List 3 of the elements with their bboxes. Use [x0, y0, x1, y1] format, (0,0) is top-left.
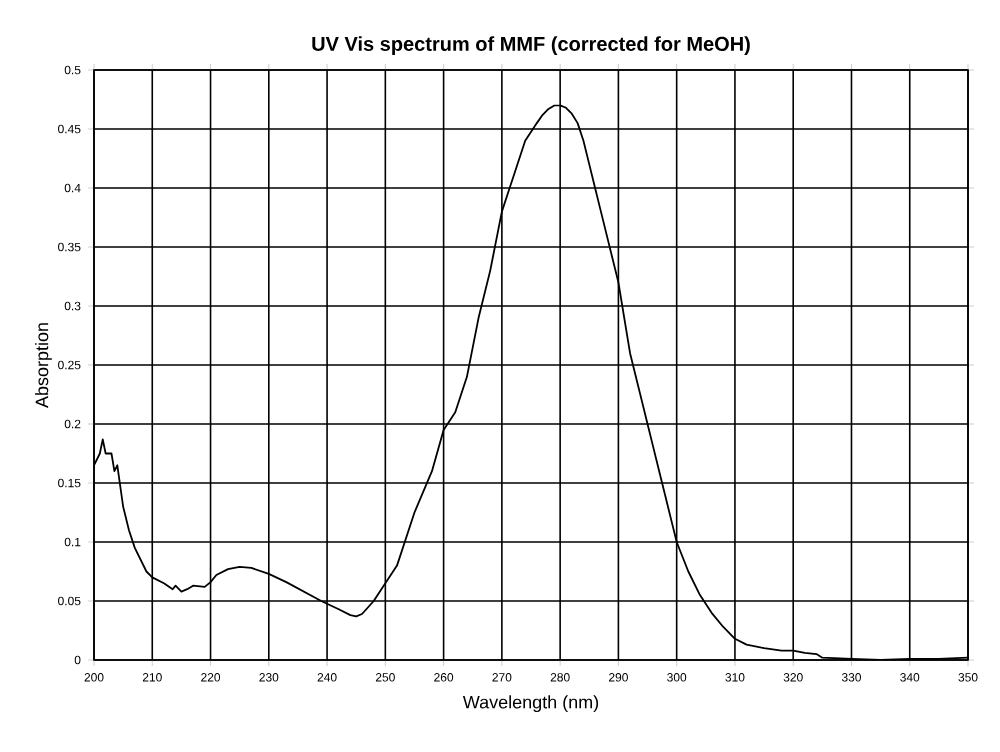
y-axis-title: Absorption	[35, 323, 52, 408]
chart-title: UV Vis spectrum of MMF (corrected for MeOH)	[312, 36, 750, 55]
x-axis-title: Wavelength (nm)	[462, 695, 599, 713]
